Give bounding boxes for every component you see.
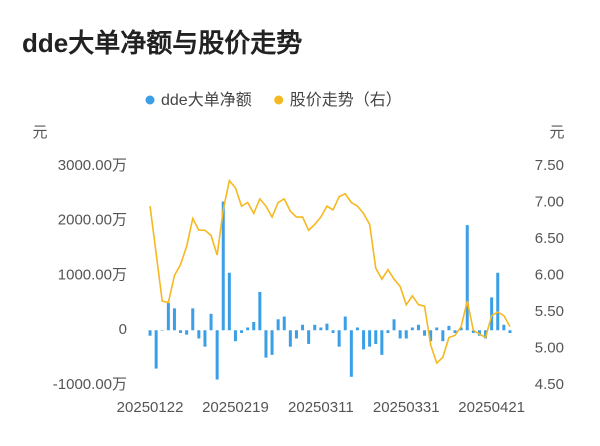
bar bbox=[325, 323, 329, 331]
bar bbox=[203, 330, 207, 347]
bar bbox=[172, 308, 176, 331]
bar bbox=[258, 291, 262, 331]
bar bbox=[319, 327, 323, 331]
bar bbox=[282, 316, 286, 331]
y2-axis-label: 元 bbox=[549, 124, 564, 141]
bar bbox=[465, 225, 469, 331]
price-line bbox=[149, 178, 511, 365]
bar bbox=[459, 327, 463, 331]
legend-label: 股价走势（右） bbox=[290, 91, 402, 109]
bar bbox=[490, 297, 494, 331]
bar bbox=[154, 330, 158, 369]
bar bbox=[301, 324, 305, 331]
bar bbox=[496, 272, 500, 331]
bar bbox=[294, 330, 298, 339]
bar bbox=[197, 330, 201, 339]
chart-title: dde大单净额与股价走势 bbox=[22, 28, 302, 58]
bar bbox=[410, 327, 414, 331]
x-tick-label: 20250311 bbox=[288, 399, 354, 416]
bar bbox=[484, 330, 488, 339]
bar bbox=[453, 330, 457, 333]
bar bbox=[392, 319, 396, 331]
bar bbox=[185, 330, 189, 335]
y-tick-label: 0 bbox=[119, 321, 127, 338]
y2-tick-label: 7.50 bbox=[535, 157, 564, 174]
y-axis-label: 元 bbox=[32, 124, 47, 141]
bar bbox=[148, 330, 152, 336]
bar bbox=[240, 330, 244, 333]
bar bbox=[508, 330, 512, 333]
bar bbox=[374, 330, 378, 344]
bar bbox=[349, 330, 353, 377]
bar bbox=[441, 330, 445, 342]
bar bbox=[355, 327, 359, 331]
bar bbox=[447, 325, 451, 331]
y2-tick-label: 6.00 bbox=[535, 266, 564, 283]
bar bbox=[435, 327, 439, 331]
y2-tick-label: 4.50 bbox=[535, 376, 564, 393]
bar bbox=[276, 319, 280, 331]
bar bbox=[264, 330, 268, 358]
legend-marker bbox=[274, 95, 284, 105]
x-tick-label: 20250219 bbox=[202, 399, 269, 416]
bar bbox=[166, 302, 170, 331]
y2-tick-label: 7.00 bbox=[535, 193, 564, 210]
bar bbox=[368, 330, 372, 347]
legend-marker bbox=[145, 95, 155, 105]
bar bbox=[404, 330, 408, 339]
bar bbox=[343, 316, 347, 331]
bar bbox=[337, 330, 341, 347]
bar bbox=[227, 272, 231, 331]
bar bbox=[246, 327, 250, 331]
bar bbox=[380, 330, 384, 355]
bar bbox=[416, 324, 420, 331]
bar bbox=[362, 330, 366, 350]
y2-tick-label: 5.00 bbox=[535, 339, 564, 356]
bar bbox=[313, 324, 317, 331]
bar bbox=[160, 330, 164, 331]
bar bbox=[331, 330, 335, 333]
y2-tick-label: 5.50 bbox=[535, 303, 564, 320]
y-tick-label: -1000.00万 bbox=[53, 376, 127, 393]
y2-tick-label: 6.50 bbox=[535, 230, 564, 247]
bar bbox=[502, 324, 506, 331]
bar bbox=[179, 330, 183, 333]
x-tick-label: 20250122 bbox=[117, 399, 184, 416]
bar bbox=[252, 322, 256, 331]
y-tick-label: 1000.00万 bbox=[58, 266, 127, 283]
bar bbox=[209, 313, 213, 331]
bar bbox=[471, 330, 475, 333]
bar bbox=[221, 201, 225, 331]
x-tick-label: 20250421 bbox=[458, 399, 525, 416]
bar bbox=[307, 330, 311, 344]
bar bbox=[398, 330, 402, 339]
bar bbox=[288, 330, 292, 347]
bar bbox=[215, 330, 219, 380]
bar bbox=[233, 330, 237, 342]
x-tick-label: 20250331 bbox=[373, 399, 440, 416]
y-tick-label: 2000.00万 bbox=[58, 212, 127, 229]
y-tick-label: 3000.00万 bbox=[58, 157, 127, 174]
bar bbox=[429, 330, 433, 342]
bar bbox=[270, 330, 274, 355]
legend-label: dde大单净额 bbox=[161, 91, 252, 109]
bar bbox=[191, 308, 195, 331]
bar bbox=[423, 330, 427, 336]
bar bbox=[386, 330, 390, 333]
